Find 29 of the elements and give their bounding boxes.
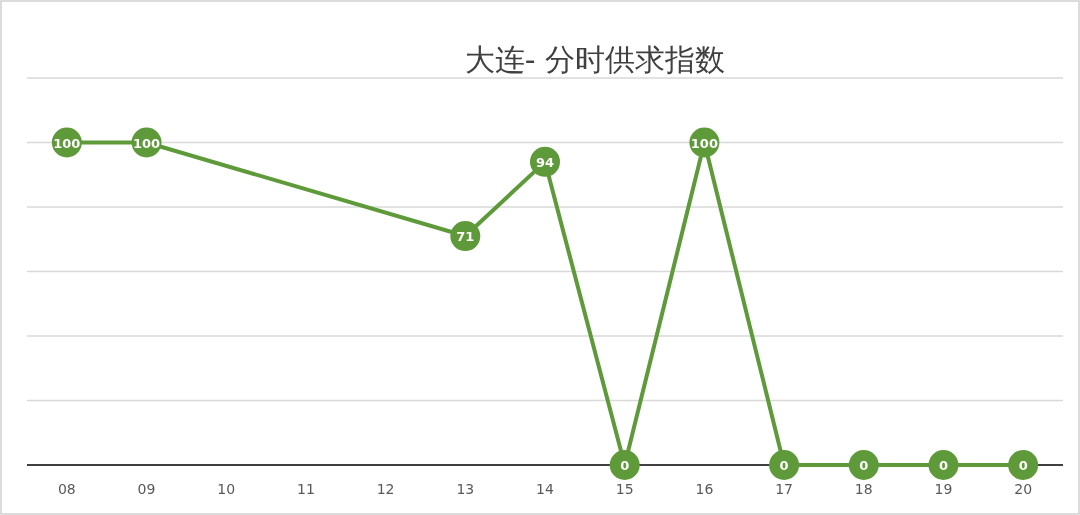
data-label: 0 <box>859 458 869 473</box>
data-label: 0 <box>938 458 948 473</box>
data-label: 100 <box>132 135 161 151</box>
x-tick-label: 20 <box>1014 481 1033 497</box>
point <box>848 450 879 480</box>
x-tick-label: 15 <box>615 481 634 497</box>
data-label: 94 <box>535 154 555 170</box>
chart-title: 大连- 分时供求指数 <box>464 42 726 77</box>
data-label: 0 <box>1018 458 1028 473</box>
point <box>769 450 800 480</box>
data-label: 100 <box>690 135 718 151</box>
x-tick-label: 11 <box>297 481 315 497</box>
point <box>1008 450 1039 480</box>
data-label: 0 <box>779 458 789 473</box>
x-tick-label: 10 <box>217 481 236 497</box>
x-tick-label: 13 <box>456 481 475 497</box>
x-tick-label: 18 <box>854 481 873 497</box>
data-label: 100 <box>53 135 81 151</box>
x-tick-label: 12 <box>376 481 395 497</box>
data-label: 71 <box>456 229 475 245</box>
data-label: 0 <box>620 458 630 473</box>
x-tick-label: 19 <box>934 481 953 497</box>
point <box>609 450 640 480</box>
x-tick-label: 17 <box>775 481 793 497</box>
x-tick-label: 14 <box>536 481 554 497</box>
x-tick-label: 09 <box>137 481 156 497</box>
x-tick-label: 16 <box>695 481 714 497</box>
x-tick-label: 08 <box>57 481 76 497</box>
point <box>928 450 959 480</box>
